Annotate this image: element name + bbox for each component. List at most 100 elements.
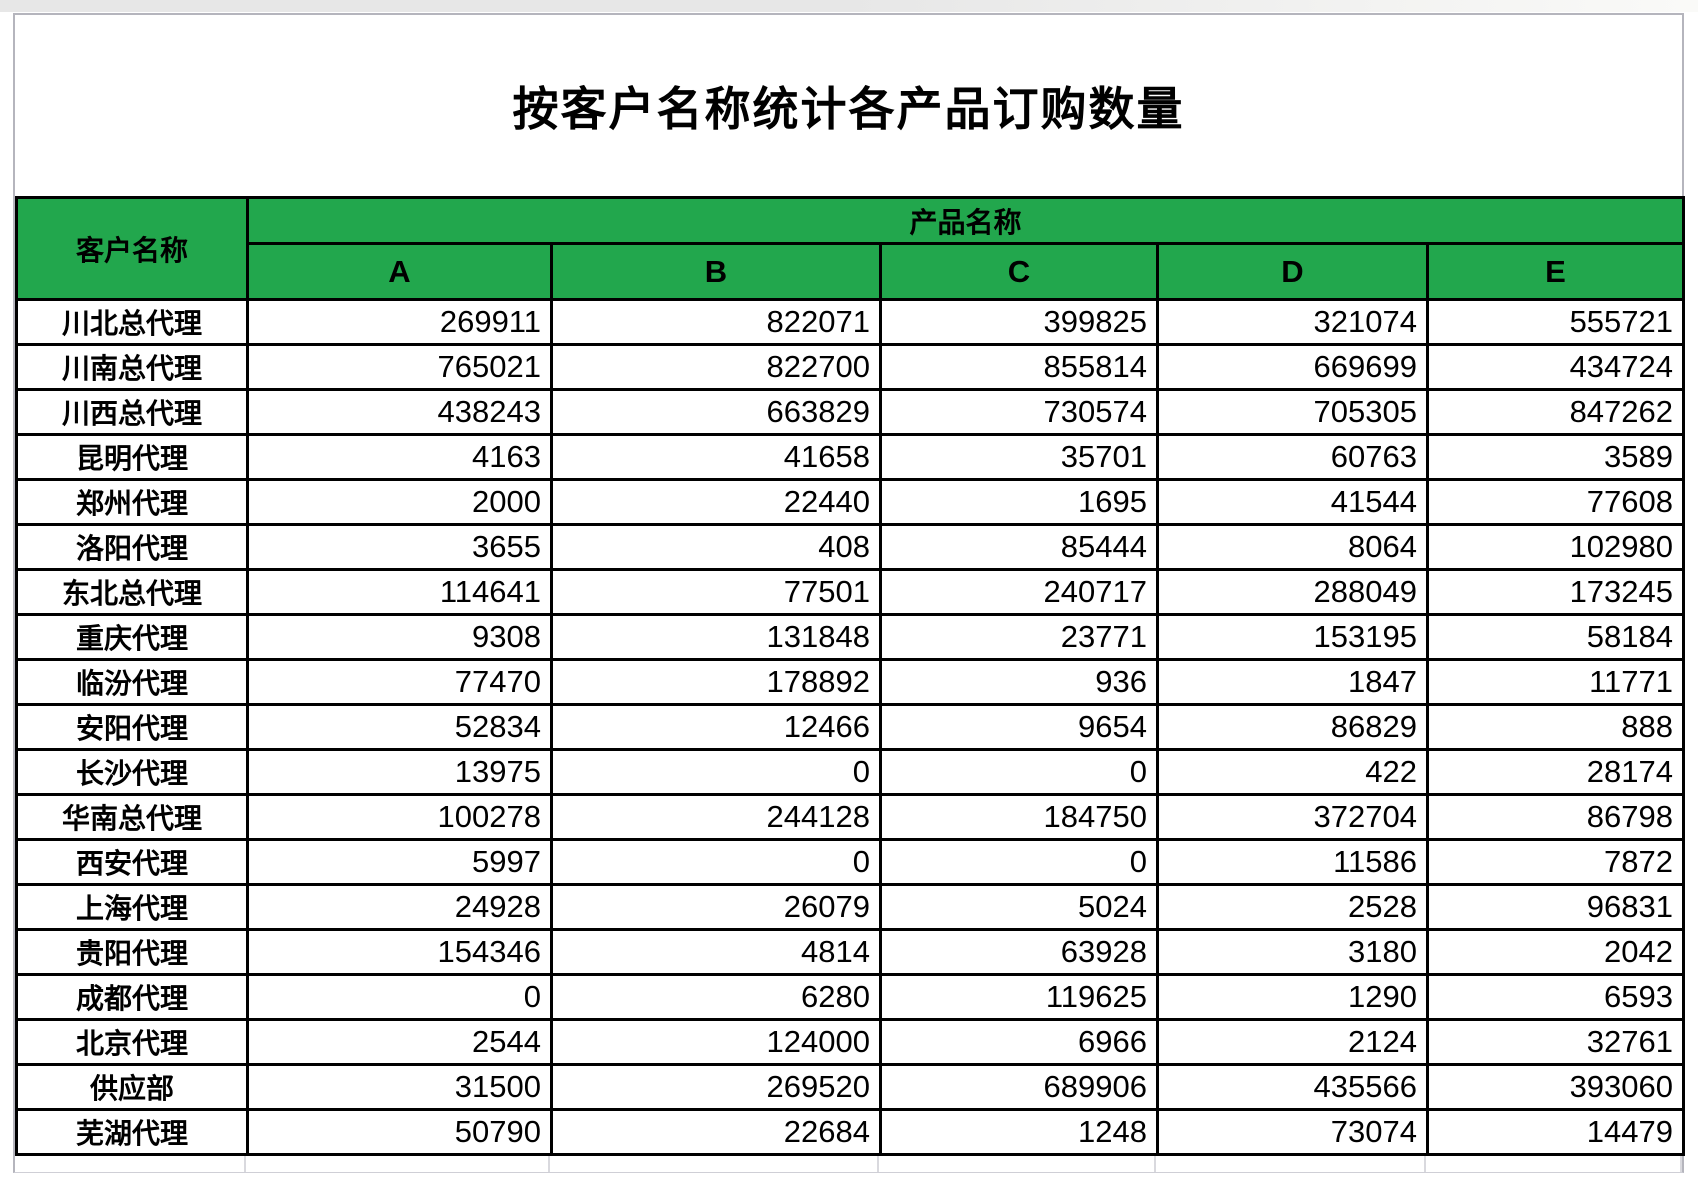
value-cell[interactable]: 13975 xyxy=(246,748,553,796)
column-header-D[interactable]: D xyxy=(1156,242,1429,301)
value-cell[interactable]: 153195 xyxy=(1156,613,1429,661)
value-cell[interactable]: 6966 xyxy=(879,1018,1159,1066)
value-cell[interactable]: 3655 xyxy=(246,523,553,571)
customer-name-cell[interactable]: 成都代理 xyxy=(15,973,249,1021)
value-cell[interactable]: 77501 xyxy=(550,568,882,616)
customer-name-cell[interactable]: 供应部 xyxy=(15,1063,249,1111)
customer-name-cell[interactable]: 安阳代理 xyxy=(15,703,249,751)
value-cell[interactable]: 555721 xyxy=(1425,298,1686,346)
value-cell[interactable]: 28174 xyxy=(1425,748,1686,796)
value-cell[interactable]: 41544 xyxy=(1156,478,1429,526)
value-cell[interactable]: 5024 xyxy=(879,883,1159,931)
value-cell[interactable]: 1248 xyxy=(879,1108,1159,1156)
value-cell[interactable]: 77608 xyxy=(1425,478,1686,526)
value-cell[interactable]: 1290 xyxy=(1156,973,1429,1021)
value-cell[interactable]: 24928 xyxy=(246,883,553,931)
customer-name-header-cell[interactable]: 客户名称 xyxy=(15,196,249,301)
value-cell[interactable]: 178892 xyxy=(550,658,882,706)
customer-name-cell[interactable]: 川西总代理 xyxy=(15,388,249,436)
value-cell[interactable]: 4163 xyxy=(246,433,553,481)
value-cell[interactable]: 85444 xyxy=(879,523,1159,571)
value-cell[interactable]: 435566 xyxy=(1156,1063,1429,1111)
value-cell[interactable]: 663829 xyxy=(550,388,882,436)
value-cell[interactable]: 22440 xyxy=(550,478,882,526)
value-cell[interactable]: 2042 xyxy=(1425,928,1686,976)
value-cell[interactable]: 730574 xyxy=(879,388,1159,436)
value-cell[interactable]: 9654 xyxy=(879,703,1159,751)
value-cell[interactable]: 86798 xyxy=(1425,793,1686,841)
customer-name-cell[interactable]: 临汾代理 xyxy=(15,658,249,706)
value-cell[interactable]: 114641 xyxy=(246,568,553,616)
value-cell[interactable]: 669699 xyxy=(1156,343,1429,391)
value-cell[interactable]: 399825 xyxy=(879,298,1159,346)
value-cell[interactable]: 822071 xyxy=(550,298,882,346)
value-cell[interactable]: 9308 xyxy=(246,613,553,661)
value-cell[interactable]: 119625 xyxy=(879,973,1159,1021)
value-cell[interactable]: 2124 xyxy=(1156,1018,1429,1066)
customer-name-cell[interactable]: 长沙代理 xyxy=(15,748,249,796)
value-cell[interactable]: 23771 xyxy=(879,613,1159,661)
value-cell[interactable]: 50790 xyxy=(246,1108,553,1156)
value-cell[interactable]: 1847 xyxy=(1156,658,1429,706)
value-cell[interactable]: 438243 xyxy=(246,388,553,436)
value-cell[interactable]: 124000 xyxy=(550,1018,882,1066)
value-cell[interactable]: 41658 xyxy=(550,433,882,481)
value-cell[interactable]: 269520 xyxy=(550,1063,882,1111)
value-cell[interactable]: 705305 xyxy=(1156,388,1429,436)
value-cell[interactable]: 32761 xyxy=(1425,1018,1686,1066)
value-cell[interactable]: 131848 xyxy=(550,613,882,661)
customer-name-cell[interactable]: 洛阳代理 xyxy=(15,523,249,571)
value-cell[interactable]: 35701 xyxy=(879,433,1159,481)
value-cell[interactable]: 31500 xyxy=(246,1063,553,1111)
value-cell[interactable]: 73074 xyxy=(1156,1108,1429,1156)
customer-name-cell[interactable]: 芜湖代理 xyxy=(15,1108,249,1156)
value-cell[interactable]: 63928 xyxy=(879,928,1159,976)
value-cell[interactable]: 689906 xyxy=(879,1063,1159,1111)
customer-name-cell[interactable]: 重庆代理 xyxy=(15,613,249,661)
value-cell[interactable]: 86829 xyxy=(1156,703,1429,751)
value-cell[interactable]: 154346 xyxy=(246,928,553,976)
value-cell[interactable]: 7872 xyxy=(1425,838,1686,886)
value-cell[interactable]: 408 xyxy=(550,523,882,571)
value-cell[interactable]: 321074 xyxy=(1156,298,1429,346)
value-cell[interactable]: 11586 xyxy=(1156,838,1429,886)
value-cell[interactable]: 173245 xyxy=(1425,568,1686,616)
value-cell[interactable]: 52834 xyxy=(246,703,553,751)
value-cell[interactable]: 14479 xyxy=(1425,1108,1686,1156)
value-cell[interactable]: 3589 xyxy=(1425,433,1686,481)
value-cell[interactable]: 0 xyxy=(879,748,1159,796)
column-header-B[interactable]: B xyxy=(550,242,882,301)
value-cell[interactable]: 0 xyxy=(550,838,882,886)
value-cell[interactable]: 102980 xyxy=(1425,523,1686,571)
value-cell[interactable]: 100278 xyxy=(246,793,553,841)
customer-name-cell[interactable]: 东北总代理 xyxy=(15,568,249,616)
value-cell[interactable]: 0 xyxy=(879,838,1159,886)
value-cell[interactable]: 12466 xyxy=(550,703,882,751)
value-cell[interactable]: 2528 xyxy=(1156,883,1429,931)
column-header-A[interactable]: A xyxy=(246,242,553,301)
value-cell[interactable]: 58184 xyxy=(1425,613,1686,661)
value-cell[interactable]: 11771 xyxy=(1425,658,1686,706)
customer-name-cell[interactable]: 郑州代理 xyxy=(15,478,249,526)
customer-name-cell[interactable]: 西安代理 xyxy=(15,838,249,886)
customer-name-cell[interactable]: 北京代理 xyxy=(15,1018,249,1066)
customer-name-cell[interactable]: 昆明代理 xyxy=(15,433,249,481)
value-cell[interactable]: 2544 xyxy=(246,1018,553,1066)
customer-name-cell[interactable]: 上海代理 xyxy=(15,883,249,931)
value-cell[interactable]: 888 xyxy=(1425,703,1686,751)
value-cell[interactable]: 22684 xyxy=(550,1108,882,1156)
value-cell[interactable]: 393060 xyxy=(1425,1063,1686,1111)
value-cell[interactable]: 422 xyxy=(1156,748,1429,796)
value-cell[interactable]: 6280 xyxy=(550,973,882,1021)
value-cell[interactable]: 822700 xyxy=(550,343,882,391)
value-cell[interactable]: 77470 xyxy=(246,658,553,706)
value-cell[interactable]: 8064 xyxy=(1156,523,1429,571)
value-cell[interactable]: 269911 xyxy=(246,298,553,346)
value-cell[interactable]: 6593 xyxy=(1425,973,1686,1021)
value-cell[interactable]: 372704 xyxy=(1156,793,1429,841)
value-cell[interactable]: 244128 xyxy=(550,793,882,841)
customer-name-cell[interactable]: 贵阳代理 xyxy=(15,928,249,976)
value-cell[interactable]: 936 xyxy=(879,658,1159,706)
value-cell[interactable]: 240717 xyxy=(879,568,1159,616)
value-cell[interactable]: 184750 xyxy=(879,793,1159,841)
